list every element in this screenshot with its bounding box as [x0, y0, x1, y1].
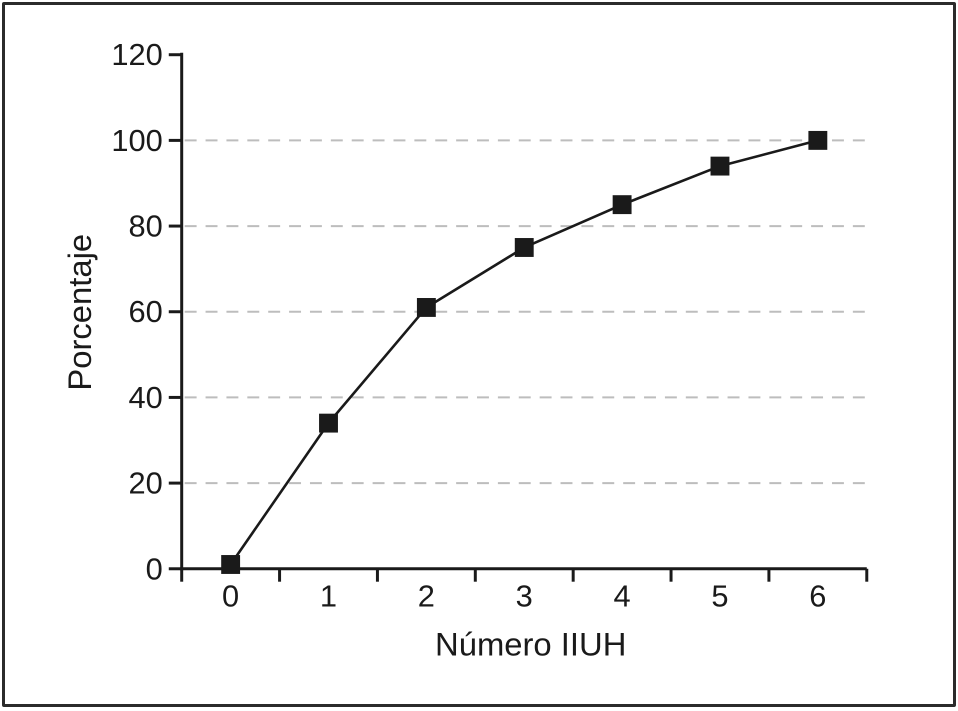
x-axis-title: Número IIUH — [435, 625, 626, 662]
y-axis-title: Porcentaje — [61, 234, 98, 391]
x-tick-label: 6 — [809, 579, 826, 614]
y-tick-label: 60 — [129, 294, 163, 329]
x-tick-label: 5 — [711, 579, 728, 614]
chart-canvas: 0 20 40 60 80 100 120 0 1 2 3 4 5 6 Porcentaje Número… — [61, 37, 873, 662]
data-series — [221, 130, 828, 574]
data-point-marker — [808, 130, 828, 150]
axes — [168, 52, 869, 582]
data-point-marker — [514, 238, 534, 257]
y-tick-label: 20 — [129, 466, 163, 501]
data-point-marker — [416, 298, 436, 317]
x-tick-label: 3 — [516, 579, 533, 614]
x-tick-label: 0 — [222, 579, 239, 614]
x-tick-label: 4 — [614, 579, 631, 614]
y-tick-label: 40 — [129, 380, 163, 415]
data-point-marker — [319, 413, 338, 433]
y-tick-label: 120 — [111, 37, 162, 72]
series-line — [229, 139, 819, 566]
y-tick-label: 0 — [146, 551, 163, 586]
y-tick-label: 80 — [129, 209, 163, 244]
tick-labels: 0 20 40 60 80 100 120 0 1 2 3 4 5 6 — [111, 37, 826, 613]
x-tick-label: 2 — [418, 579, 435, 614]
x-tick-label: 1 — [320, 579, 337, 614]
data-point-marker — [612, 195, 632, 215]
y-tick-label: 100 — [111, 123, 162, 158]
data-point-marker — [221, 555, 241, 574]
data-point-marker — [710, 156, 730, 176]
gridlines — [184, 139, 873, 485]
